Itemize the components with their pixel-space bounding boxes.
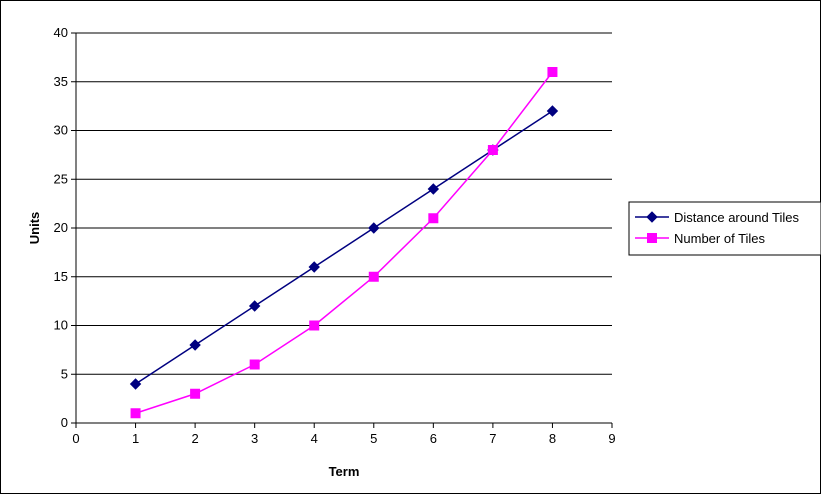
series-line (135, 110, 553, 385)
y-tick-label: 40 (54, 25, 68, 40)
data-point (309, 320, 320, 331)
data-point (546, 105, 559, 117)
data-point (190, 388, 201, 399)
x-tick-label: 4 (311, 431, 318, 446)
data-point (248, 300, 261, 312)
data-point (427, 183, 440, 195)
legend-label: Number of Tiles (674, 231, 766, 246)
y-tick-label: 10 (54, 318, 68, 333)
x-tick-label: 2 (191, 431, 198, 446)
y-tick-label: 0 (61, 415, 68, 430)
legend-marker (646, 211, 658, 223)
y-tick-label: 20 (54, 220, 68, 235)
y-axis-title: Units (27, 212, 42, 245)
axes (71, 32, 613, 428)
x-tick-label: 0 (72, 431, 79, 446)
y-axis-tick-labels: 0 5 10 15 20 25 30 35 40 (54, 25, 68, 430)
data-point (368, 222, 380, 234)
y-tick-label: 30 (54, 123, 68, 138)
data-point (249, 359, 260, 370)
data-point (487, 145, 498, 155)
data-point (547, 67, 558, 77)
data-point (308, 261, 320, 273)
x-tick-label: 7 (489, 431, 496, 446)
data-point (189, 339, 201, 351)
y-tick-label: 5 (61, 366, 68, 381)
series-line (135, 71, 554, 414)
x-axis-tick-labels: 0 1 2 3 4 5 6 7 8 9 (72, 431, 615, 446)
x-tick-label: 8 (549, 431, 556, 446)
legend-marker (647, 233, 657, 243)
series-2 (130, 67, 558, 419)
y-tick-label: 35 (54, 74, 68, 89)
x-tick-label: 1 (132, 431, 139, 446)
data-point (130, 408, 141, 419)
legend-item: Distance around Tiles (635, 210, 800, 225)
data-point (428, 213, 439, 224)
legend-label: Distance around Tiles (674, 210, 800, 225)
gridlines (76, 32, 612, 375)
y-tick-label: 25 (54, 171, 68, 186)
x-tick-label: 6 (430, 431, 437, 446)
y-tick-label: 15 (54, 269, 68, 284)
data-point (129, 378, 142, 390)
data-point (368, 271, 379, 282)
x-tick-label: 9 (608, 431, 615, 446)
series (129, 67, 559, 419)
legend-box (628, 201, 821, 256)
legend: Distance around Tiles Number of Tiles (628, 201, 821, 256)
x-axis-title: Term (329, 464, 360, 479)
legend-item: Number of Tiles (635, 231, 766, 246)
x-tick-label: 5 (370, 431, 377, 446)
x-tick-label: 3 (251, 431, 258, 446)
